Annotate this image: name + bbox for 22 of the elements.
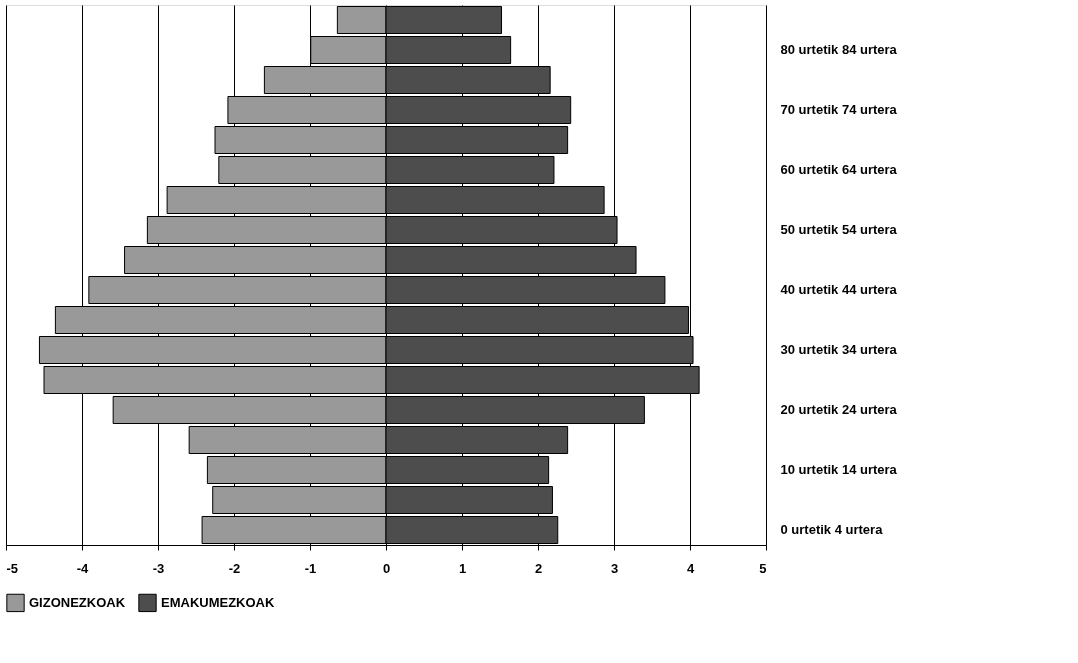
y-tick-label: 60 urtetik 64 urtera	[780, 162, 898, 177]
legend-label: GIZONEZKOAK	[29, 594, 126, 610]
y-tick-label: 0 urtetik 4 urtera	[780, 522, 884, 537]
y-tick-label: 40 urtetik 44 urtera	[780, 282, 898, 297]
y-tick-label: 10 urtetik 14 urtera	[780, 462, 898, 477]
y-tick-label: 30 urtetik 34 urtera	[780, 342, 898, 357]
y-tick-label: 70 urtetik 74 urtera	[780, 102, 898, 117]
x-tick-label: -1	[304, 560, 317, 576]
y-tick-label: 50 urtetik 54 urtera	[780, 222, 898, 237]
x-tick-label: -4	[76, 560, 90, 576]
y-tick-label: 80 urtetik 84 urtera	[780, 42, 898, 57]
y-tick-label: 20 urtetik 24 urtera	[780, 402, 898, 417]
x-tick-label: 3	[610, 560, 619, 576]
x-tick-label: 0	[382, 560, 391, 576]
x-tick-label: -3	[152, 560, 165, 576]
x-tick-label: 2	[534, 560, 543, 576]
x-tick-label: 5	[759, 560, 767, 576]
x-tick-label: 1	[458, 560, 467, 576]
x-tick-label: -2	[228, 560, 241, 576]
legend-label: EMAKUMEZKOAK	[161, 594, 275, 610]
x-tick-label: -5	[6, 560, 19, 576]
x-tick-label: 4	[686, 560, 695, 576]
